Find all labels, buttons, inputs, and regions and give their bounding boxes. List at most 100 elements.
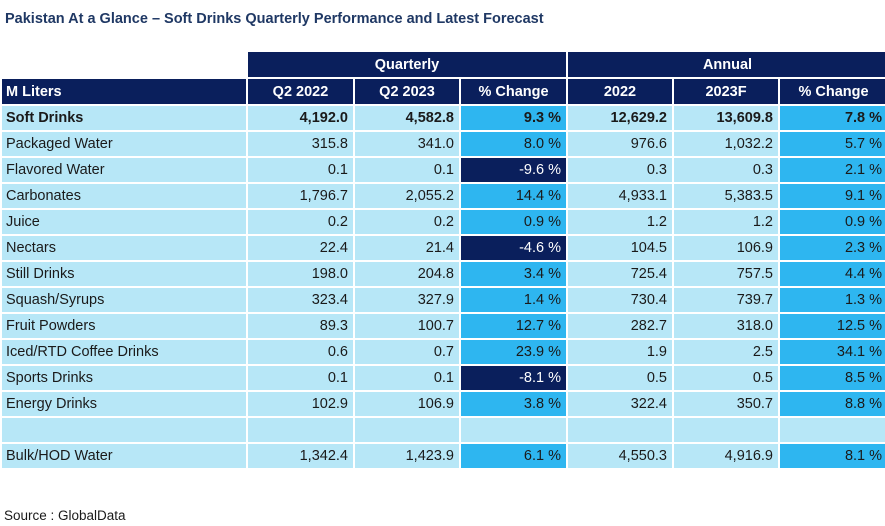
cell-quarterly-change: 3.8 % (461, 392, 566, 416)
cell-2023f: 4,916.9 (674, 444, 778, 468)
cell-quarterly-change: 12.7 % (461, 314, 566, 338)
cell-annual-change: 7.8 % (780, 106, 885, 130)
cell-2023f: 2.5 (674, 340, 778, 364)
table-row: Carbonates 1,796.7 2,055.2 14.4 % 4,933.… (2, 184, 885, 208)
cell-2022: 725.4 (568, 262, 672, 286)
cell-q2-2022: 1,342.4 (248, 444, 353, 468)
cell-q2-2023: 0.2 (355, 210, 459, 234)
group-header-row: Quarterly Annual (2, 52, 885, 77)
cell-q2-2022: 198.0 (248, 262, 353, 286)
cell-annual-change: 12.5 % (780, 314, 885, 338)
table-body: Soft Drinks 4,192.0 4,582.8 9.3 % 12,629… (2, 106, 885, 468)
cell-2022: 1.2 (568, 210, 672, 234)
cell-annual-change: 8.5 % (780, 366, 885, 390)
row-label: Bulk/HOD Water (2, 444, 246, 468)
cell-2023f: 350.7 (674, 392, 778, 416)
cell-2022: 104.5 (568, 236, 672, 260)
cell-q2-2023: 341.0 (355, 132, 459, 156)
row-label: Soft Drinks (2, 106, 246, 130)
group-header-quarterly: Quarterly (248, 52, 566, 77)
table-row: Soft Drinks 4,192.0 4,582.8 9.3 % 12,629… (2, 106, 885, 130)
cell-quarterly-change: 23.9 % (461, 340, 566, 364)
cell-annual-change: 8.8 % (780, 392, 885, 416)
row-label: Carbonates (2, 184, 246, 208)
column-header-2023f: 2023F (674, 79, 778, 104)
row-label: Nectars (2, 236, 246, 260)
cell-2022: 4,550.3 (568, 444, 672, 468)
cell-q2-2023: 21.4 (355, 236, 459, 260)
cell-q2-2023: 4,582.8 (355, 106, 459, 130)
table-row: Iced/RTD Coffee Drinks 0.6 0.7 23.9 % 1.… (2, 340, 885, 364)
cell-2023f: 739.7 (674, 288, 778, 312)
column-header-annual-change: % Change (780, 79, 885, 104)
cell-2023f: 5,383.5 (674, 184, 778, 208)
row-label: Packaged Water (2, 132, 246, 156)
column-header-unit: M Liters (2, 79, 246, 104)
column-header-row: M Liters Q2 2022 Q2 2023 % Change 2022 2… (2, 79, 885, 104)
cell-2022: 0.5 (568, 366, 672, 390)
cell-annual-change: 0.9 % (780, 210, 885, 234)
cell-q2-2022: 315.8 (248, 132, 353, 156)
cell-q2-2023: 2,055.2 (355, 184, 459, 208)
table-row: Juice 0.2 0.2 0.9 % 1.2 1.2 0.9 % (2, 210, 885, 234)
table-row: Squash/Syrups 323.4 327.9 1.4 % 730.4 73… (2, 288, 885, 312)
cell-2022: 4,933.1 (568, 184, 672, 208)
cell-2023f: 1.2 (674, 210, 778, 234)
row-label: Juice (2, 210, 246, 234)
cell-q2-2022: 102.9 (248, 392, 353, 416)
column-header-2022: 2022 (568, 79, 672, 104)
cell-q2-2022: 0.2 (248, 210, 353, 234)
cell-q2-2022: 323.4 (248, 288, 353, 312)
cell-quarterly-change: 0.9 % (461, 210, 566, 234)
cell-annual-change: 8.1 % (780, 444, 885, 468)
cell-annual-change: 5.7 % (780, 132, 885, 156)
cell-q2-2023: 204.8 (355, 262, 459, 286)
cell-quarterly-change: 9.3 % (461, 106, 566, 130)
spacer-cell (2, 418, 246, 442)
cell-q2-2022: 4,192.0 (248, 106, 353, 130)
spacer-cell (248, 418, 353, 442)
spacer-cell (568, 418, 672, 442)
cell-quarterly-change: 8.0 % (461, 132, 566, 156)
spacer-cell (674, 418, 778, 442)
table-row: Energy Drinks 102.9 106.9 3.8 % 322.4 35… (2, 392, 885, 416)
row-label: Squash/Syrups (2, 288, 246, 312)
cell-annual-change: 9.1 % (780, 184, 885, 208)
cell-annual-change: 1.3 % (780, 288, 885, 312)
cell-2022: 1.9 (568, 340, 672, 364)
column-header-q2-2022: Q2 2022 (248, 79, 353, 104)
cell-2022: 730.4 (568, 288, 672, 312)
row-label: Energy Drinks (2, 392, 246, 416)
row-label: Sports Drinks (2, 366, 246, 390)
column-header-quarterly-change: % Change (461, 79, 566, 104)
cell-q2-2023: 1,423.9 (355, 444, 459, 468)
table-row: Packaged Water 315.8 341.0 8.0 % 976.6 1… (2, 132, 885, 156)
cell-quarterly-change: -8.1 % (461, 366, 566, 390)
cell-quarterly-change: 1.4 % (461, 288, 566, 312)
cell-q2-2022: 0.1 (248, 366, 353, 390)
source-note: Source : GlobalData (4, 508, 126, 523)
cell-2023f: 106.9 (674, 236, 778, 260)
spacer-cell (780, 418, 885, 442)
cell-annual-change: 2.1 % (780, 158, 885, 182)
table-row: Fruit Powders 89.3 100.7 12.7 % 282.7 31… (2, 314, 885, 338)
cell-q2-2023: 0.1 (355, 366, 459, 390)
cell-2022: 976.6 (568, 132, 672, 156)
cell-quarterly-change: -4.6 % (461, 236, 566, 260)
column-header-q2-2023: Q2 2023 (355, 79, 459, 104)
cell-quarterly-change: 6.1 % (461, 444, 566, 468)
cell-quarterly-change: -9.6 % (461, 158, 566, 182)
cell-q2-2023: 0.1 (355, 158, 459, 182)
table-row-bulk: Bulk/HOD Water 1,342.4 1,423.9 6.1 % 4,5… (2, 444, 885, 468)
cell-2023f: 0.3 (674, 158, 778, 182)
cell-annual-change: 4.4 % (780, 262, 885, 286)
cell-2022: 12,629.2 (568, 106, 672, 130)
cell-2023f: 0.5 (674, 366, 778, 390)
cell-2022: 0.3 (568, 158, 672, 182)
table-row: Sports Drinks 0.1 0.1 -8.1 % 0.5 0.5 8.5… (2, 366, 885, 390)
cell-q2-2022: 0.6 (248, 340, 353, 364)
row-label: Still Drinks (2, 262, 246, 286)
header-blank-cell (2, 52, 246, 77)
group-header-annual: Annual (568, 52, 885, 77)
cell-q2-2023: 0.7 (355, 340, 459, 364)
